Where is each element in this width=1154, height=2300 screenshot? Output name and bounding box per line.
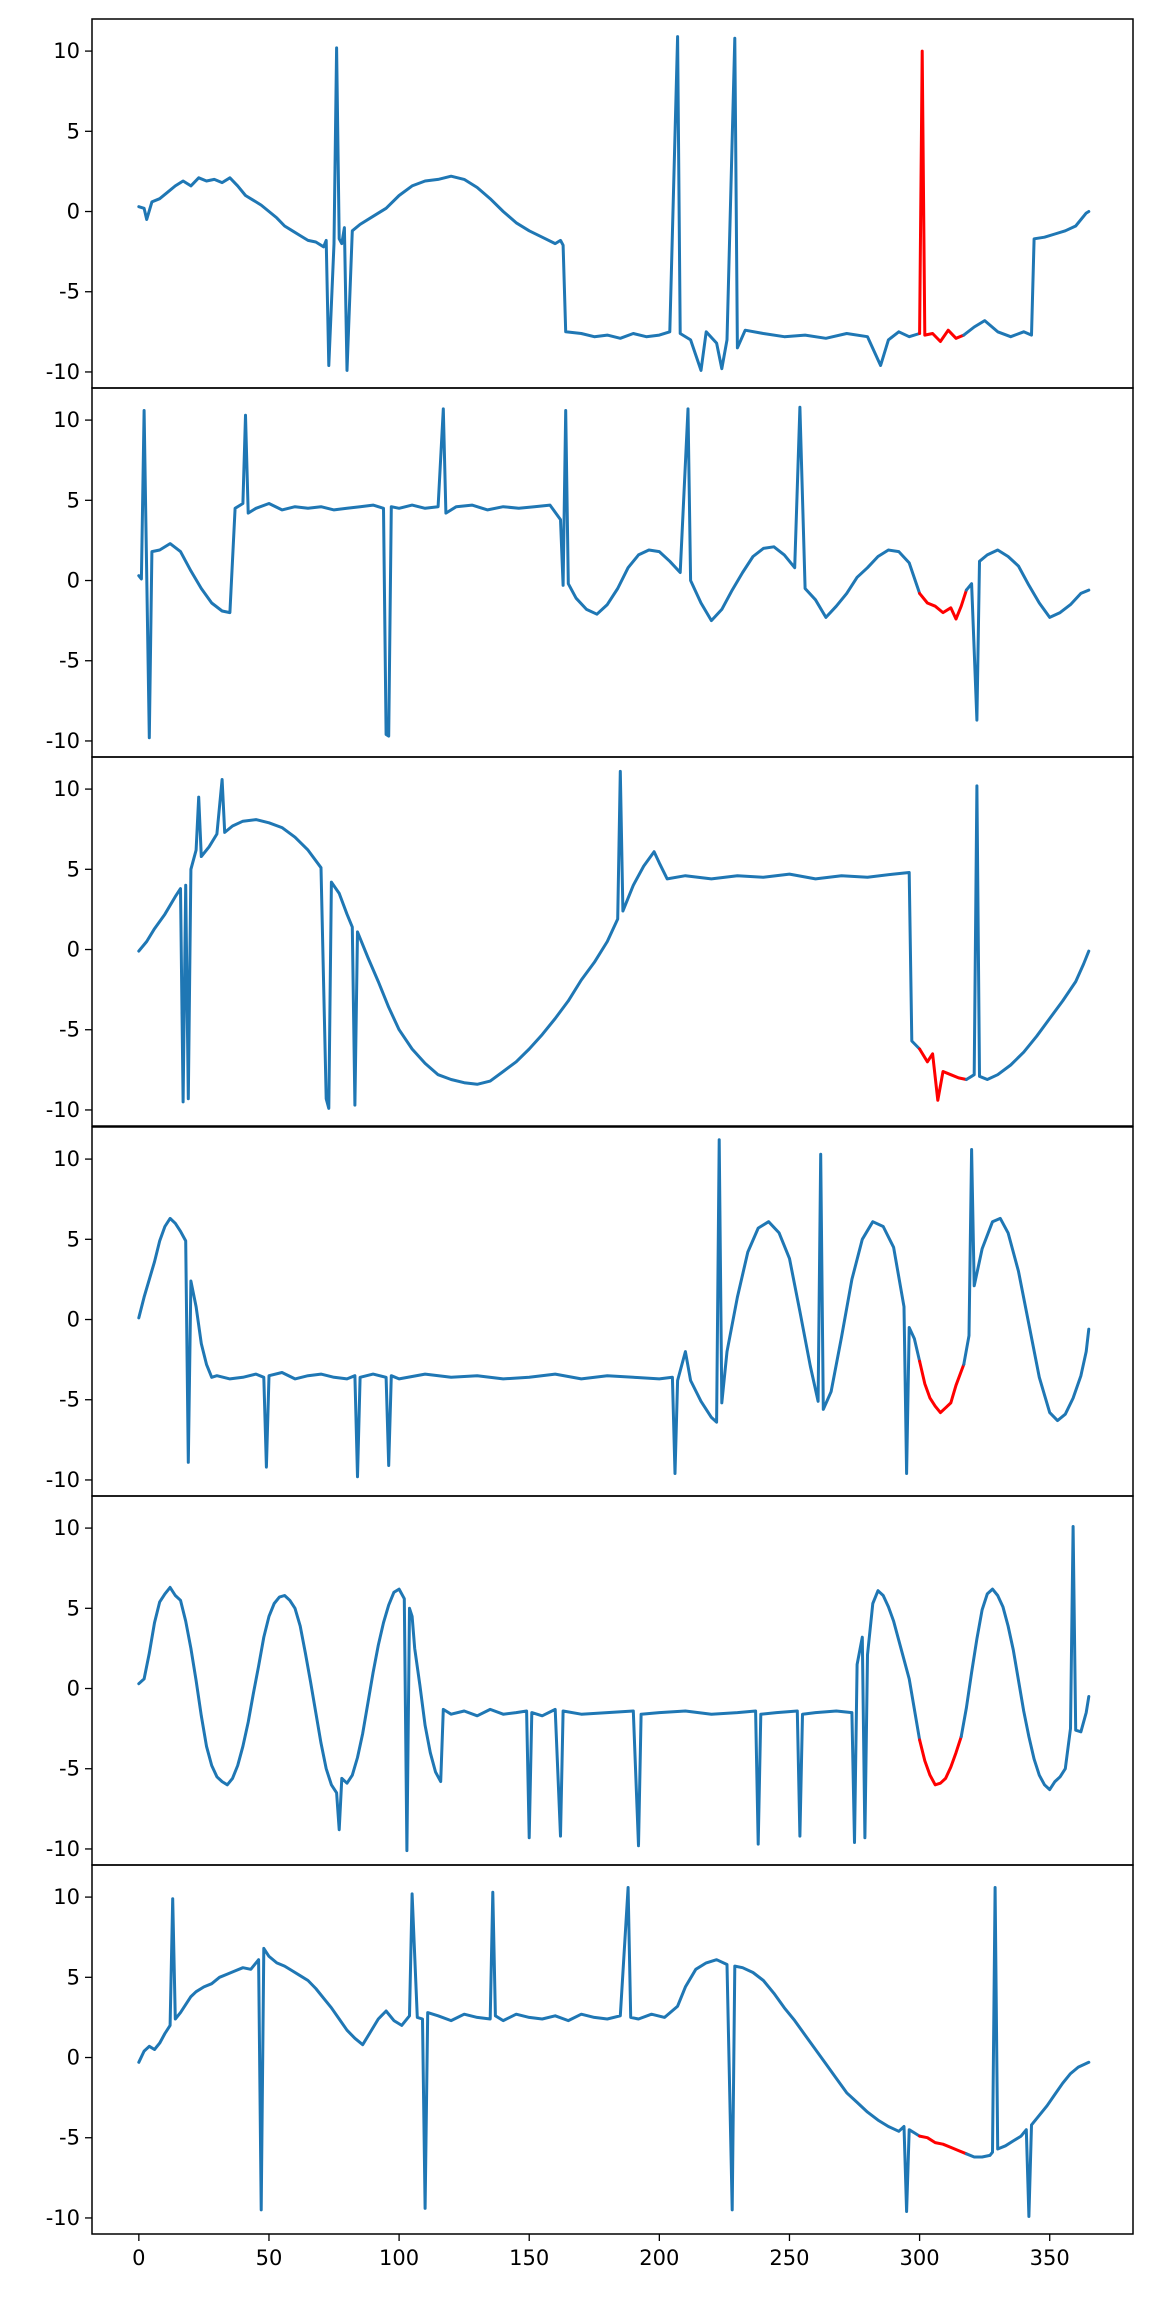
y-tick-label: 0	[67, 2046, 80, 2070]
panel-3: -10 -5 0 5 10	[46, 756, 1134, 1127]
panel-2: -10 -5 0 5 10	[46, 387, 1134, 758]
y-tick-label: -5	[59, 1018, 80, 1042]
y-tick-label: 10	[53, 1885, 80, 1909]
x-tick-label: 0	[132, 2246, 145, 2270]
signal-line-4-3	[962, 1148, 1091, 1423]
y-tick-label: 10	[53, 1147, 80, 1171]
highlight-segment-4-2	[918, 1359, 966, 1415]
x-tick-label: 150	[509, 2246, 549, 2270]
y-tick-label: -5	[59, 1388, 80, 1412]
y-tick-label: 5	[67, 1596, 80, 1620]
panel-series-group	[137, 405, 1091, 740]
x-axis: 0 50 100 150 200 250 300 350	[132, 2234, 1070, 2270]
y-tick-label: -5	[59, 2126, 80, 2150]
panel-series-group	[137, 35, 1091, 372]
y-tick-label: 0	[67, 1308, 80, 1332]
highlight-segment-2-2	[918, 588, 968, 621]
highlight-segment-1-2	[918, 49, 966, 343]
y-tick-label: 10	[53, 777, 80, 801]
axes-frame	[91, 1864, 1134, 2235]
x-tick-label: 200	[639, 2246, 679, 2270]
y-tick-label: 5	[67, 488, 80, 512]
y-tick-label: 0	[67, 1677, 80, 1701]
y-tick-label: -5	[59, 649, 80, 673]
x-tick-label: 100	[379, 2246, 419, 2270]
signal-line-3-3	[964, 784, 1091, 1081]
signal-line-2-1	[137, 405, 922, 740]
y-tick-label: 10	[53, 1516, 80, 1540]
signal-line-5-1	[137, 1585, 922, 1853]
highlight-segment-3-2	[918, 1047, 968, 1102]
y-tick-label: 5	[67, 1227, 80, 1251]
highlight-segment-6-2	[918, 2134, 968, 2156]
signal-line-1-3	[962, 210, 1091, 339]
y-tick-label: -5	[59, 280, 80, 304]
y-tick-label: 10	[53, 408, 80, 432]
signal-line-4-1	[137, 1138, 922, 1479]
x-tick-label: 50	[256, 2246, 283, 2270]
y-tick-label: 5	[67, 857, 80, 881]
signal-line-3-1	[137, 769, 922, 1110]
y-tick-label: -10	[46, 1098, 80, 1122]
y-tick-label: -10	[46, 360, 80, 384]
panel-series-group	[137, 1886, 1091, 2218]
y-tick-label: 5	[67, 1965, 80, 1989]
y-tick-label: 0	[67, 938, 80, 962]
signal-line-5-3	[959, 1525, 1091, 1792]
axes-frame	[91, 756, 1134, 1127]
signal-line-6-1	[137, 1886, 922, 2213]
y-tick-label: -5	[59, 1757, 80, 1781]
y-tick-label: 10	[53, 39, 80, 63]
y-tick-label: -10	[46, 1468, 80, 1492]
y-tick-label: -10	[46, 1837, 80, 1861]
signal-line-2-3	[964, 548, 1091, 722]
signal-line-6-3	[964, 1886, 1091, 2218]
panel-series-group	[137, 769, 1091, 1110]
y-tick-label: 0	[67, 200, 80, 224]
y-tick-label: 5	[67, 119, 80, 143]
highlight-segment-5-2	[918, 1735, 963, 1787]
signal-line-1-1	[137, 35, 922, 372]
y-tick-label: 0	[67, 569, 80, 593]
y-tick-label: -10	[46, 2206, 80, 2230]
panel-series-group	[137, 1525, 1091, 1853]
x-tick-label: 350	[1030, 2246, 1070, 2270]
x-tick-label: 250	[769, 2246, 809, 2270]
panel-6: -10 -5 0 5 10	[46, 1864, 1134, 2235]
y-tick-label: -10	[46, 729, 80, 753]
panel-series-group	[137, 1138, 1091, 1479]
x-tick-label: 300	[900, 2246, 940, 2270]
